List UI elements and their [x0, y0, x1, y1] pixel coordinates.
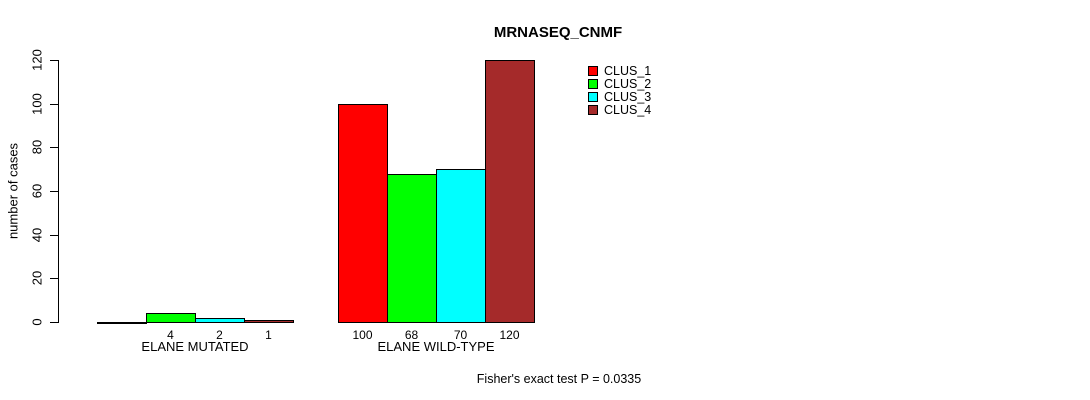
legend-entry: CLUS_1	[588, 63, 652, 78]
legend-label-clus-2: CLUS_2	[604, 76, 652, 91]
y-tick-label: 20	[29, 270, 45, 286]
bar	[146, 313, 196, 323]
bar-value-label: 100	[352, 328, 373, 342]
y-tick-mark	[50, 278, 58, 279]
bar-value-label: 2	[216, 328, 223, 342]
y-tick-mark	[50, 104, 58, 105]
chart-title: MRNASEQ_CNMF	[493, 24, 623, 41]
bar-value-label: 120	[499, 328, 520, 342]
y-axis-line	[58, 60, 59, 323]
y-tick-mark	[50, 147, 58, 148]
bar	[436, 169, 486, 323]
legend-label-clus-1: CLUS_1	[604, 63, 652, 78]
bar	[338, 104, 388, 323]
y-tick-mark	[50, 60, 58, 61]
group-label: ELANE WILD-TYPE	[377, 339, 495, 354]
bar-value-label: 68	[404, 328, 419, 342]
bar-value-label: 4	[167, 328, 174, 342]
y-tick-mark	[50, 235, 58, 236]
bar	[195, 318, 245, 323]
y-tick-mark	[50, 191, 58, 192]
y-tick-label: 40	[29, 227, 45, 243]
legend-label-clus-4: CLUS_4	[604, 102, 652, 117]
y-tick-label: 60	[29, 183, 45, 199]
group-label: ELANE MUTATED	[141, 339, 249, 354]
y-tick-label: 100	[29, 93, 45, 115]
y-tick-label: 120	[29, 49, 45, 71]
legend-swatch-clus-3-icon	[588, 91, 598, 102]
legend-entry: CLUS_2	[588, 76, 652, 91]
legend-entry: CLUS_3	[588, 89, 652, 104]
y-tick-mark	[50, 322, 58, 323]
fisher-test-annotation: Fisher's exact test P = 0.0335	[476, 372, 642, 386]
legend-swatch-clus-1-icon	[588, 65, 598, 76]
legend-swatch-clus-4-icon	[588, 104, 598, 115]
legend-entry: CLUS_4	[588, 102, 652, 117]
legend: CLUS_1 CLUS_2 CLUS_3 CLUS_4	[588, 63, 652, 117]
bar-value-label: 1	[265, 328, 272, 342]
bar	[244, 320, 294, 323]
legend-swatch-clus-2-icon	[588, 78, 598, 89]
bar	[387, 174, 437, 323]
y-tick-label: 0	[29, 318, 45, 326]
bar	[97, 322, 147, 324]
bar-value-label: 70	[453, 328, 468, 342]
bar	[485, 60, 535, 323]
y-axis-label: number of cases	[5, 142, 21, 240]
legend-label-clus-3: CLUS_3	[604, 89, 652, 104]
y-tick-label: 80	[29, 139, 45, 155]
